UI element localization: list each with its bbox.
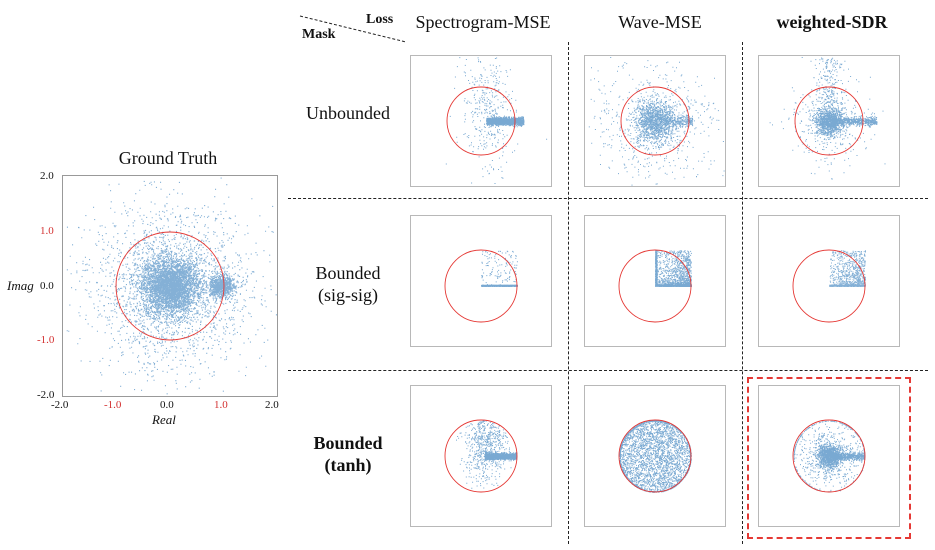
col-separator-1 <box>568 42 569 544</box>
x-tick-neg2: -2.0 <box>51 399 69 411</box>
x-tick-1: 1.0 <box>214 399 228 411</box>
scatter-bounded-sig-weighted-sdr <box>792 249 866 323</box>
col-header-spectrogram-mse: Spectrogram-MSE <box>415 12 551 32</box>
col-separator-2 <box>742 42 743 544</box>
plot-bounded-sig-wave-mse <box>584 215 726 347</box>
corner-diagonal <box>299 15 407 43</box>
y-tick-0: 0.0 <box>40 280 54 292</box>
row-separator-1 <box>288 198 928 199</box>
scatter-dots <box>829 250 866 287</box>
unit-circle <box>446 86 516 156</box>
plot-bounded-tanh-weighted-sdr <box>758 385 900 527</box>
unit-circle <box>620 86 690 156</box>
scatter-bounded-tanh-wave-mse <box>618 419 692 493</box>
scatter-bounded-sig-wave-mse <box>618 249 692 323</box>
scatter-points <box>793 420 866 493</box>
plot-bounded-sig-weighted-sdr <box>758 215 900 347</box>
unit-circle <box>115 231 225 341</box>
row-header-unbounded: Unbounded <box>298 102 398 124</box>
scatter-bounded-sig-spectrogram-mse <box>444 249 518 323</box>
scatter-points <box>445 57 548 184</box>
scatter-dots <box>793 420 866 493</box>
x-tick-2: 2.0 <box>265 399 279 411</box>
unit-circle <box>444 249 518 323</box>
scatter-dots <box>66 177 277 395</box>
unit-circle <box>794 86 864 156</box>
scatter-bounded-tanh-spectrogram-mse <box>444 419 518 493</box>
scatter-dots <box>769 57 886 180</box>
scatter-points <box>769 57 886 180</box>
y-tick-1: 1.0 <box>40 225 54 237</box>
scatter-points <box>829 250 866 287</box>
unit-circle <box>444 419 518 493</box>
ground-truth-plot <box>62 175 278 397</box>
y-tick-2: 2.0 <box>40 170 54 182</box>
loss-label: Loss <box>366 12 394 27</box>
y-tick-neg1: -1.0 <box>37 334 55 346</box>
row-header-bounded-tanh-line1: Bounded <box>313 433 383 453</box>
scatter-points <box>456 420 518 489</box>
row-separator-2 <box>288 370 928 371</box>
col-header-weighted-sdr: weighted-SDR <box>776 12 888 32</box>
ground-truth-scatter <box>66 177 277 395</box>
scatter-dots <box>655 250 692 287</box>
y-tick-neg2: -2.0 <box>37 389 55 401</box>
scatter-points <box>66 177 277 395</box>
plot-bounded-sig-spectrogram-mse <box>410 215 552 347</box>
scatter-dots <box>445 57 548 184</box>
unit-circle <box>618 419 692 493</box>
unit-circle <box>792 249 866 323</box>
scatter-unbounded-wave-mse <box>588 57 725 186</box>
scatter-unbounded-weighted-sdr <box>769 57 886 180</box>
row-header-bounded-sig-line1: Bounded <box>315 263 381 283</box>
x-tick-0: 0.0 <box>160 399 174 411</box>
row-header-bounded-sig-line2: (sig-sig) <box>318 285 378 305</box>
unit-circle <box>792 419 866 493</box>
plot-unbounded-wave-mse <box>584 55 726 187</box>
scatter-unbounded-spectrogram-mse <box>445 57 548 184</box>
scatter-dots <box>619 420 692 493</box>
unit-circle <box>618 249 692 323</box>
scatter-points <box>588 57 725 186</box>
row-header-bounded-tanh-line2: (tanh) <box>324 455 372 475</box>
row-header-unbounded-line1: Unbounded <box>306 103 390 123</box>
ground-truth-title: Ground Truth <box>118 148 218 168</box>
scatter-bounded-tanh-weighted-sdr <box>792 419 866 493</box>
y-axis-label: Imag <box>7 278 34 293</box>
scatter-points <box>619 420 692 493</box>
mask-label: Mask <box>302 27 336 42</box>
scatter-dots <box>588 57 725 186</box>
row-header-bounded-tanh: Bounded (tanh) <box>298 432 398 476</box>
best-result-highlight <box>747 377 911 539</box>
plot-unbounded-spectrogram-mse <box>410 55 552 187</box>
plot-unbounded-weighted-sdr <box>758 55 900 187</box>
col-header-wave-mse: Wave-MSE <box>618 12 702 32</box>
plot-bounded-tanh-wave-mse <box>584 385 726 527</box>
row-header-bounded-sig: Bounded (sig-sig) <box>298 262 398 306</box>
plot-bounded-tanh-spectrogram-mse <box>410 385 552 527</box>
x-axis-label: Real <box>152 412 176 427</box>
scatter-dots <box>456 420 518 489</box>
x-tick-neg1: -1.0 <box>104 399 122 411</box>
scatter-points <box>655 250 692 287</box>
